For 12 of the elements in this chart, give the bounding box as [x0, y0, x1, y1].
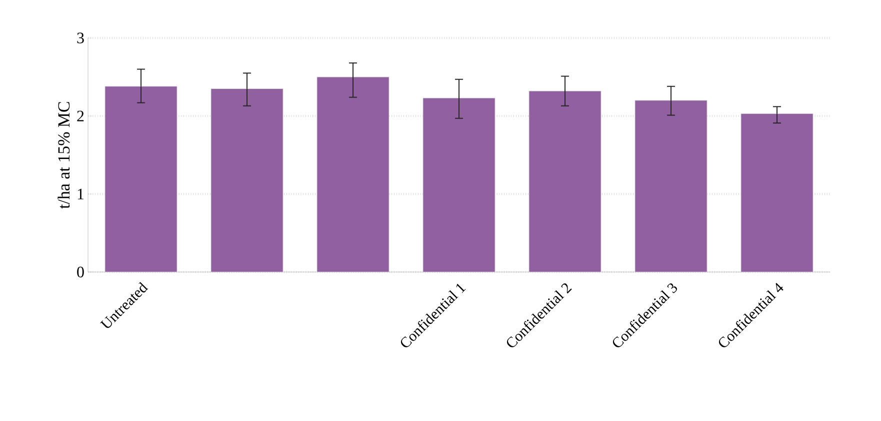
y-tick-label: 0	[77, 266, 84, 278]
bar	[104, 86, 178, 272]
y-axis-title: t/ha at 15% MC	[58, 102, 70, 209]
bar	[422, 98, 496, 272]
bar	[210, 88, 284, 272]
y-tick-label: 3	[77, 32, 84, 44]
y-tick-label: 2	[77, 110, 84, 122]
y-tick-label: 1	[78, 188, 84, 200]
bar	[316, 76, 390, 272]
bar	[740, 113, 814, 272]
bar	[528, 90, 602, 272]
bar	[634, 100, 708, 272]
